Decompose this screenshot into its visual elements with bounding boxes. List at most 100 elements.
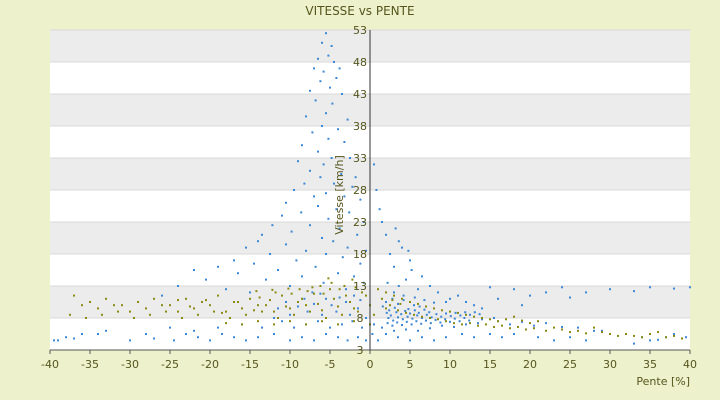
data-point bbox=[301, 275, 303, 278]
data-point bbox=[241, 307, 243, 310]
data-point bbox=[441, 309, 443, 312]
data-point bbox=[289, 339, 291, 342]
data-point bbox=[529, 322, 531, 325]
data-point bbox=[577, 329, 579, 332]
data-point bbox=[521, 319, 523, 322]
data-point bbox=[409, 301, 411, 303]
data-point bbox=[313, 67, 315, 70]
data-point bbox=[423, 299, 426, 302]
data-point bbox=[285, 243, 287, 246]
data-point bbox=[145, 307, 147, 310]
data-point bbox=[341, 323, 343, 326]
data-point bbox=[409, 259, 411, 262]
data-point bbox=[400, 313, 403, 316]
data-point bbox=[285, 301, 287, 303]
data-point bbox=[101, 313, 103, 316]
data-point bbox=[265, 278, 267, 281]
data-point bbox=[165, 310, 167, 313]
data-point bbox=[351, 320, 354, 323]
data-point bbox=[533, 324, 535, 327]
data-point bbox=[177, 310, 179, 313]
data-point bbox=[301, 144, 303, 147]
data-point bbox=[430, 316, 433, 319]
data-point bbox=[297, 301, 299, 303]
data-point bbox=[277, 307, 279, 310]
data-point bbox=[327, 277, 330, 280]
data-point bbox=[337, 128, 339, 131]
x-tick-label: -30 bbox=[121, 358, 139, 371]
data-point bbox=[313, 302, 315, 305]
data-point bbox=[337, 323, 339, 326]
data-point bbox=[313, 292, 315, 295]
x-tick-label: -35 bbox=[81, 358, 99, 371]
data-point bbox=[444, 318, 447, 321]
data-point bbox=[481, 307, 483, 310]
data-point bbox=[665, 336, 667, 339]
data-point bbox=[481, 318, 483, 321]
data-point bbox=[319, 292, 322, 295]
data-point bbox=[569, 336, 571, 339]
data-point bbox=[209, 339, 211, 342]
data-point bbox=[407, 308, 410, 311]
data-point bbox=[161, 294, 163, 297]
data-point bbox=[341, 313, 343, 316]
data-point bbox=[327, 217, 330, 220]
data-point bbox=[309, 89, 311, 92]
data-point bbox=[289, 320, 291, 323]
data-point bbox=[327, 54, 330, 57]
data-point bbox=[673, 334, 675, 337]
data-point bbox=[445, 312, 447, 315]
data-point bbox=[233, 336, 235, 339]
data-point bbox=[319, 176, 322, 179]
x-tick-label: -10 bbox=[281, 358, 299, 371]
y-tick-label: 48 bbox=[353, 56, 367, 69]
data-point bbox=[405, 278, 407, 281]
data-point bbox=[513, 333, 515, 335]
data-point bbox=[225, 322, 227, 325]
data-point bbox=[673, 333, 675, 335]
data-point bbox=[333, 61, 335, 63]
data-point bbox=[137, 301, 139, 303]
data-point bbox=[351, 278, 354, 281]
data-point bbox=[285, 201, 287, 204]
data-point bbox=[345, 288, 347, 291]
data-point bbox=[401, 324, 403, 327]
data-point bbox=[329, 326, 331, 329]
data-point bbox=[633, 334, 635, 337]
data-point bbox=[277, 317, 279, 319]
x-tick-label: 20 bbox=[523, 358, 537, 371]
data-point bbox=[501, 336, 503, 339]
data-point bbox=[233, 259, 235, 262]
data-point bbox=[169, 326, 171, 329]
data-point bbox=[386, 322, 389, 325]
data-point bbox=[609, 288, 611, 291]
data-point bbox=[373, 323, 375, 326]
data-point bbox=[413, 296, 416, 299]
data-point bbox=[389, 304, 391, 307]
data-point bbox=[633, 290, 635, 293]
data-point bbox=[457, 311, 459, 314]
data-point bbox=[357, 336, 359, 339]
y-tick-label: 43 bbox=[353, 88, 367, 101]
y-tick-label: 38 bbox=[353, 120, 367, 133]
data-point bbox=[657, 331, 659, 334]
data-point bbox=[261, 310, 263, 313]
x-axis-label: Pente [%] bbox=[636, 375, 690, 388]
data-point bbox=[297, 160, 299, 163]
data-point bbox=[335, 310, 338, 313]
data-point bbox=[193, 269, 195, 271]
data-point bbox=[561, 325, 563, 328]
data-point bbox=[274, 291, 277, 294]
data-point bbox=[317, 205, 319, 207]
data-point bbox=[393, 306, 396, 309]
data-point bbox=[415, 320, 418, 323]
data-point bbox=[533, 327, 535, 330]
data-point bbox=[225, 288, 227, 291]
data-point bbox=[205, 278, 207, 281]
data-point bbox=[371, 333, 374, 335]
data-point bbox=[221, 333, 223, 335]
data-point bbox=[423, 308, 426, 311]
x-tick-label: -15 bbox=[241, 358, 259, 371]
data-point bbox=[322, 163, 325, 166]
data-point bbox=[393, 329, 395, 332]
